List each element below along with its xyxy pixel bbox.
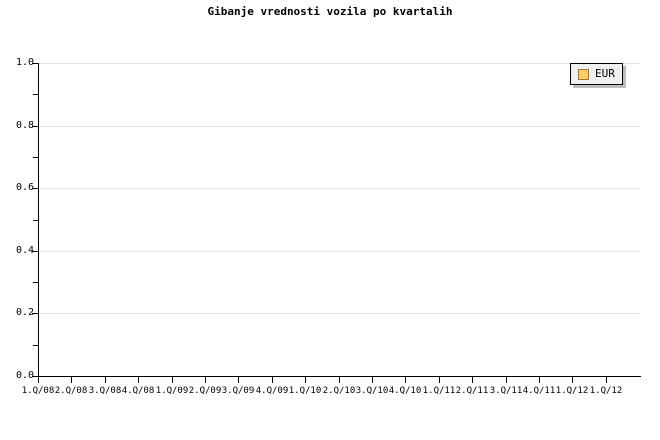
y-axis-tick-labels: 0.0 0.2 0.4 0.6 0.8 1.0 bbox=[0, 0, 34, 440]
x-tick bbox=[472, 377, 473, 383]
x-tick-label: 1.Q/08 bbox=[21, 386, 55, 396]
x-tick bbox=[38, 377, 39, 383]
y-tick-minor bbox=[33, 219, 38, 221]
y-tick bbox=[32, 125, 38, 127]
y-tick-label: 0.8 bbox=[15, 119, 34, 131]
x-tick bbox=[272, 377, 273, 383]
page-title: Gibanje vrednosti vozila po kvartalih bbox=[207, 5, 453, 18]
y-tick-label: 1.0 bbox=[15, 57, 34, 68]
y-tick bbox=[32, 188, 38, 190]
x-tick-label: 3.Q/10 bbox=[355, 386, 389, 396]
x-tick bbox=[238, 377, 239, 383]
x-tick-label: 3.Q/08 bbox=[88, 386, 122, 396]
x-tick bbox=[572, 377, 573, 383]
y-tick-label: 0.4 bbox=[15, 244, 34, 256]
x-tick-label: 4.Q/10 bbox=[388, 386, 422, 396]
x-tick-label: 1.Q/12 bbox=[555, 386, 589, 396]
y-tick bbox=[32, 63, 38, 64]
x-tick bbox=[71, 377, 72, 383]
x-tick bbox=[172, 377, 173, 383]
y-tick-minor bbox=[33, 282, 38, 284]
x-tick bbox=[105, 377, 106, 383]
gridline bbox=[38, 63, 640, 64]
y-tick-label: 0.6 bbox=[15, 182, 34, 194]
y-tick-minor bbox=[33, 94, 38, 96]
x-tick-label: 2.Q/11 bbox=[455, 386, 489, 396]
x-tick-label: 2.Q/10 bbox=[322, 386, 356, 396]
y-tick-minor bbox=[33, 344, 38, 346]
legend-swatch-eur bbox=[578, 68, 589, 80]
gridline bbox=[38, 313, 640, 315]
x-tick bbox=[305, 377, 306, 383]
x-tick bbox=[506, 377, 507, 383]
x-tick bbox=[339, 377, 340, 383]
x-tick-label: 3.Q/09 bbox=[221, 386, 255, 396]
x-tick bbox=[205, 377, 206, 383]
x-tick-label: 1.Q/10 bbox=[288, 386, 322, 396]
gridline bbox=[38, 250, 640, 252]
y-tick-minor bbox=[33, 156, 38, 158]
y-tick bbox=[32, 250, 38, 252]
x-tick bbox=[606, 377, 607, 383]
y-tick-label: 0.0 bbox=[15, 370, 34, 381]
gridline bbox=[38, 188, 640, 190]
x-tick bbox=[138, 377, 139, 383]
y-axis-line bbox=[38, 63, 39, 377]
gridline bbox=[38, 125, 640, 127]
x-tick bbox=[539, 377, 540, 383]
x-axis-line bbox=[38, 376, 641, 377]
x-tick-label: 1.Q/12 bbox=[589, 386, 623, 396]
x-tick-label: 2.Q/08 bbox=[54, 386, 88, 396]
chart-legend[interactable]: EUR bbox=[570, 63, 623, 85]
y-tick-label: 0.2 bbox=[15, 307, 34, 319]
x-tick bbox=[372, 377, 373, 383]
x-tick bbox=[405, 377, 406, 383]
y-tick bbox=[32, 313, 38, 315]
y-tick bbox=[32, 376, 38, 377]
x-tick-label: 2.Q/09 bbox=[188, 386, 222, 396]
x-tick-label: 4.Q/09 bbox=[255, 386, 289, 396]
x-tick-label: 3.Q/11 bbox=[489, 386, 523, 396]
legend-label-eur: EUR bbox=[595, 67, 615, 80]
x-tick bbox=[439, 377, 440, 383]
x-tick-label: 1.Q/09 bbox=[155, 386, 189, 396]
x-tick-label: 1.Q/11 bbox=[422, 386, 456, 396]
x-tick-label: 4.Q/11 bbox=[522, 386, 556, 396]
plot-area bbox=[38, 63, 640, 376]
x-tick-label: 4.Q/08 bbox=[121, 386, 155, 396]
